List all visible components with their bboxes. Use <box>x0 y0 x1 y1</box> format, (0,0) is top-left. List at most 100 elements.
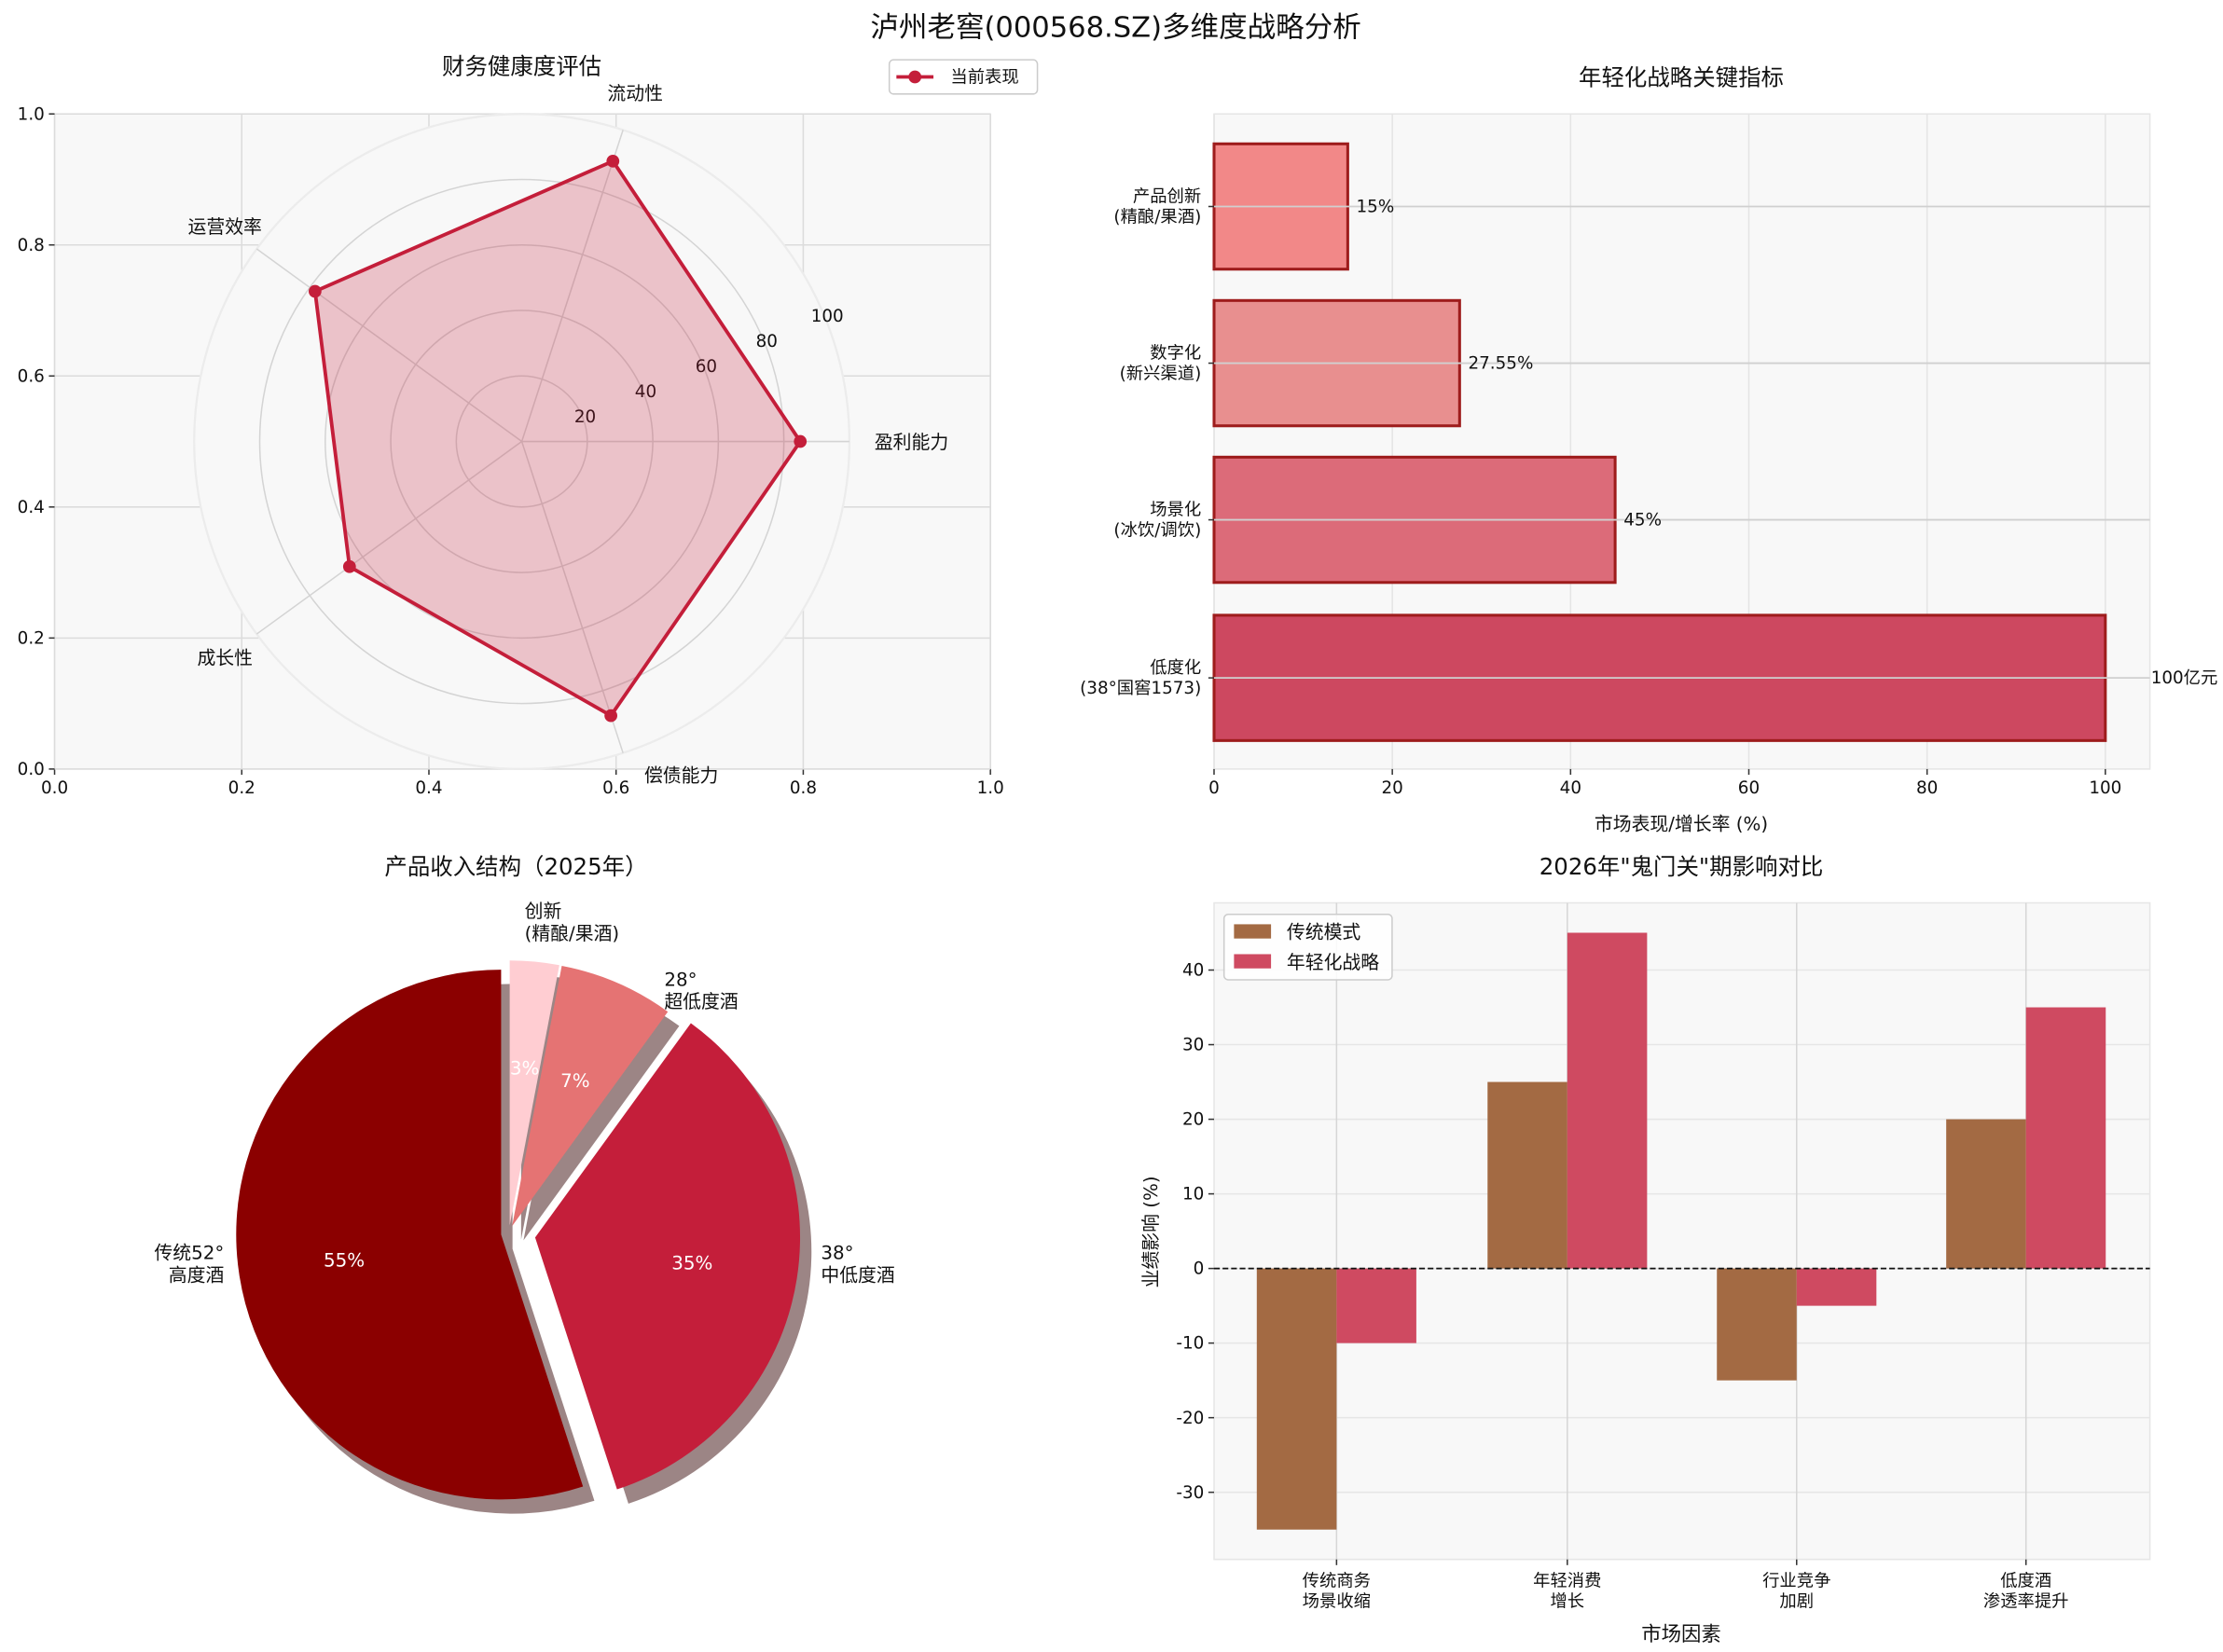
bar <box>1487 1081 1567 1269</box>
category-label: 流动性 <box>607 83 663 104</box>
legend-label: 传统模式 <box>1287 922 1361 943</box>
category-label: 运营效率 <box>188 216 262 238</box>
r-tick-label: 40 <box>635 382 656 402</box>
radar-chart: 0.0 0.2 0.4 0.6 0.8 1.0 0.0 0.2 0.4 0.6 0.8 1.0 财务健康… <box>18 52 1039 798</box>
x-axis-label: 市场因素 <box>1641 1623 1721 1646</box>
x-axis-label: 市场表现/增长率 (%) <box>1595 814 1768 835</box>
x-tick-label: 0.2 <box>228 778 255 798</box>
spoke-line <box>520 130 624 442</box>
data-label: 27.55% <box>1468 354 1533 374</box>
chart-title: 年轻化战略关键指标 <box>1579 64 1784 91</box>
chart-title: 产品收入结构（2025年） <box>384 853 647 880</box>
bar <box>1336 1268 1416 1343</box>
x-tick-label: 80 <box>1916 778 1938 798</box>
bar <box>1256 1268 1337 1530</box>
bar <box>1946 1119 2026 1269</box>
y-tick-label: 0.6 <box>18 366 45 386</box>
legend-marker <box>908 70 922 84</box>
percent-label: 7% <box>560 1070 589 1092</box>
category-label: 成长性 <box>197 647 253 668</box>
y-tick-label: 30 <box>1182 1036 1204 1055</box>
figure-title: 泸州老窖(000568.SZ)多维度战略分析 <box>870 12 1361 45</box>
x-tick-label: 0.4 <box>415 778 442 798</box>
data-label: 45% <box>1623 511 1662 530</box>
y-tick-label: 低度化(38°国窖1573) <box>1080 658 1201 698</box>
slice-label: 38°中低度酒 <box>821 1243 894 1287</box>
pie-slice <box>512 965 669 1227</box>
x-tick-label: 0.0 <box>41 778 68 798</box>
legend-swatch <box>1234 954 1272 969</box>
x-tick-label: 0.8 <box>790 778 817 798</box>
data-label: 15% <box>1357 198 1395 217</box>
x-tick-label: 0.6 <box>602 778 629 798</box>
y-tick-label: 20 <box>1182 1110 1204 1130</box>
legend-label: 年轻化战略 <box>1287 952 1379 973</box>
chart-title: 2026年"鬼门关"期影响对比 <box>1540 853 1824 880</box>
y-tick-label: 场景化(冰饮/调饮) <box>1113 501 1201 541</box>
pie-slice <box>509 960 559 1226</box>
r-tick-label: 20 <box>574 407 596 427</box>
youth-strategy-bar-chart: 年轻化战略关键指标 0 20 40 60 80 100 市场表现/增长率 (%) 产品创新(精酿… <box>1080 64 2217 835</box>
bar <box>2025 1007 2106 1269</box>
x-tick-label: 60 <box>1738 778 1760 798</box>
y-tick-label: 0 <box>1194 1260 1205 1279</box>
legend-swatch <box>1234 924 1272 939</box>
percent-label: 55% <box>324 1250 365 1272</box>
y-tick-label: -30 <box>1176 1483 1204 1503</box>
data-point <box>342 559 356 573</box>
legend-box <box>888 59 1039 95</box>
data-point <box>794 434 808 448</box>
y-tick-label: 0.2 <box>18 628 45 648</box>
spoke-line <box>255 248 523 443</box>
y-tick-label: -10 <box>1176 1334 1204 1354</box>
x-tick-label: 行业竞争加剧 <box>1762 1571 1830 1611</box>
y-tick-label: 10 <box>1182 1185 1204 1205</box>
x-tick-label: 年轻消费增长 <box>1533 1571 1601 1611</box>
data-point <box>606 154 620 168</box>
x-tick-label: 100 <box>2089 778 2121 798</box>
y-tick-label: 0.0 <box>18 760 45 779</box>
y-tick-label: 40 <box>1182 961 1204 981</box>
percent-label: 3% <box>510 1057 539 1079</box>
category-label: 盈利能力 <box>875 432 948 453</box>
legend-label: 当前表现 <box>950 68 1018 88</box>
y-tick-label: -20 <box>1176 1409 1204 1428</box>
pie-slice <box>534 1023 801 1490</box>
x-tick-label: 1.0 <box>977 778 1004 798</box>
y-tick-label: 0.8 <box>18 236 45 255</box>
spoke-line <box>520 441 624 753</box>
x-tick-label: 传统商务场景收缩 <box>1303 1571 1371 1611</box>
impact-comparison-bar-chart: 2026年"鬼门关"期影响对比 -30 -20 -10 0 10 20 30 40 传统商务场景收… <box>1140 853 2151 1646</box>
bar <box>1567 932 1648 1269</box>
r-tick-label: 80 <box>756 332 778 351</box>
slice-label: 创新(精酿/果酒) <box>525 901 620 944</box>
pie-slice <box>236 970 584 1500</box>
category-label: 偿债能力 <box>644 765 718 787</box>
data-point <box>604 709 617 723</box>
y-tick-label: 1.0 <box>18 104 45 124</box>
r-tick-label: 100 <box>811 307 844 326</box>
bar <box>1796 1268 1877 1306</box>
y-axis-label: 业绩影响 (%) <box>1140 1176 1162 1287</box>
spoke-line <box>255 440 523 635</box>
x-tick-label: 40 <box>1560 778 1581 798</box>
x-tick-label: 低度酒渗透率提升 <box>1983 1571 2069 1611</box>
y-tick-label: 数字化(新兴渠道) <box>1120 344 1202 384</box>
chart-title: 财务健康度评估 <box>442 52 601 79</box>
y-tick-label: 产品创新(精酿/果酒) <box>1113 187 1201 227</box>
slice-label: 传统52°高度酒 <box>154 1243 224 1287</box>
legend: 当前表现 <box>888 59 1039 95</box>
bar <box>1717 1268 1797 1381</box>
data-label: 100亿元 <box>2151 668 2218 688</box>
percent-label: 35% <box>671 1253 712 1274</box>
slice-label: 28°超低度酒 <box>664 969 738 1012</box>
revenue-pie-chart: 产品收入结构（2025年） 55% 35% 7% 3% 传统52°高度酒 38°中低度酒 28… <box>154 853 895 1514</box>
r-tick-label: 60 <box>696 357 717 377</box>
x-tick-label: 0 <box>1208 778 1220 798</box>
x-tick-label: 20 <box>1381 778 1402 798</box>
y-tick-label: 0.4 <box>18 498 45 517</box>
data-point <box>308 284 322 298</box>
series-polygon <box>312 158 803 718</box>
